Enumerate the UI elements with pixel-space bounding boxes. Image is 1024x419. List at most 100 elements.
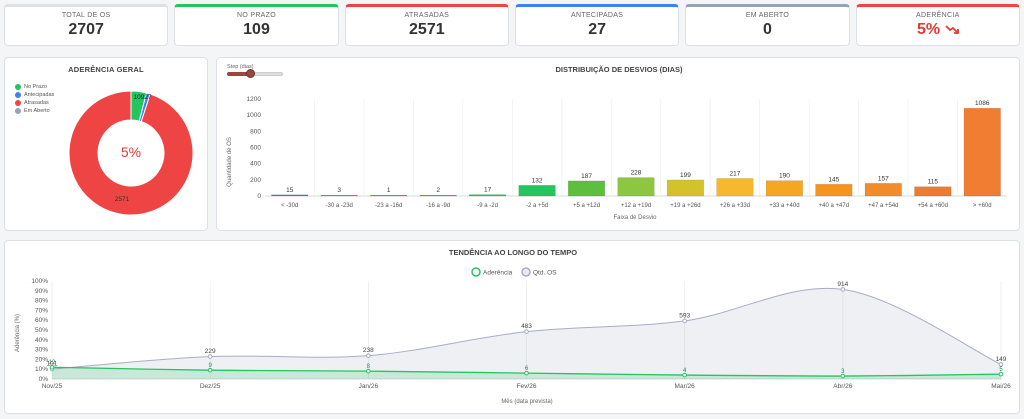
legend-label: No Prazo [24, 84, 47, 90]
aderencia-label: 8 [367, 364, 371, 370]
qtd-os-label: 101 [47, 361, 58, 368]
aderencia-point[interactable] [840, 373, 846, 379]
legend-aderencia[interactable]: Aderência [471, 267, 513, 277]
aderencia-point[interactable] [998, 371, 1004, 377]
line-chart: TENDÊNCIA AO LONGO DO TEMPO Aderência Qt… [15, 248, 1011, 405]
bar-value-label: 157 [878, 175, 889, 182]
aderencia-label: 12 [49, 360, 56, 366]
legend-qtd-os[interactable]: Qtd. OS [521, 267, 557, 277]
bar-chart-title: DISTRIBUIÇÃO DE DESVIOS (DIAS) [555, 65, 683, 74]
bar[interactable] [617, 177, 655, 197]
bar-x-axis-label: Faixa de Desvio [613, 215, 657, 221]
bar[interactable] [567, 180, 606, 197]
bar[interactable] [518, 185, 556, 197]
qtd-os-label: 483 [521, 323, 532, 330]
line-x-tick-label: Nov/25 [42, 383, 63, 390]
bar-category-label: > +60d [973, 203, 992, 209]
kpi-antecipadas: ANTECIPADAS 27 [514, 4, 680, 46]
qtd-os-label: 593 [679, 312, 690, 319]
bar[interactable] [419, 194, 457, 197]
qtd-os-point[interactable] [998, 362, 1004, 367]
bar-category-label: -2 a +5d [526, 203, 548, 209]
bar-category-label: +5 a +12d [573, 203, 600, 209]
line-y-tick-label: 0% [39, 376, 49, 383]
kpi-label: EM ABERTO [745, 12, 790, 19]
kpi-aderencia: ADERÊNCIA 5% [855, 4, 1020, 46]
kpi-value: 2571 [409, 21, 445, 38]
kpi-label: TOTAL DE OS [61, 12, 111, 19]
aderencia-label: 4 [683, 368, 687, 374]
legend-item-antecipadas[interactable]: Antecipadas [15, 92, 54, 98]
bar-value-label: 3 [337, 187, 341, 194]
bar-value-label: 1 [387, 187, 391, 194]
bar-category-label: +26 a +33d [720, 203, 750, 209]
line-y-tick-label: 40% [35, 337, 48, 344]
aderencia-label: 6 [525, 366, 529, 372]
bar[interactable] [864, 183, 902, 197]
legend-dot [15, 84, 21, 90]
legend-dot [15, 108, 21, 114]
step-slider-handle[interactable] [246, 69, 255, 78]
tendencia-panel: TENDÊNCIA AO LONGO DO TEMPO Aderência Qt… [4, 240, 1020, 414]
bar[interactable] [716, 178, 754, 197]
line-y-tick-label: 20% [35, 356, 48, 363]
bar-category-label: < -30d [281, 203, 298, 209]
kpi-label: ATRASADAS [404, 12, 450, 19]
line-x-tick-label: Jan/26 [359, 383, 379, 390]
trend-down-icon [944, 25, 959, 34]
line-y-tick-label: 80% [35, 298, 48, 305]
bar-category-label: -9 a -2d [477, 203, 498, 209]
qtd-os-point[interactable] [682, 318, 687, 324]
qtd-os-point[interactable] [524, 329, 529, 334]
line-y-tick-label: 50% [35, 327, 48, 334]
aderencia-geral-panel: ADERÊNCIA GERAL No Prazo Antecipadas Atr… [4, 57, 208, 231]
bar-y-tick-label: 1200 [247, 96, 262, 103]
donut-center-label: 5% [121, 144, 141, 160]
line-y-tick-label: 70% [35, 307, 48, 314]
kpi-row: TOTAL DE OS 2707 NO PRAZO 109 ATRASADAS … [4, 4, 1020, 46]
line-x-axis-label: Mês (data prevista) [501, 399, 552, 405]
kpi-em-aberto: EM ABERTO 0 [685, 4, 850, 46]
line-y-tick-label: 90% [35, 288, 48, 295]
aderencia-point[interactable] [49, 364, 55, 370]
line-x-tick-label: Abr/26 [833, 383, 853, 390]
donut-chart: 5% 2571 109 27 [68, 90, 194, 216]
legend-item-atrasadas[interactable]: Atrasadas [15, 100, 49, 106]
qtd-os-label: 229 [205, 348, 216, 355]
qtd-os-point[interactable] [840, 287, 846, 292]
bar-value-label: 199 [680, 172, 691, 179]
legend-item-no-prazo[interactable]: No Prazo [15, 84, 47, 90]
bar[interactable] [765, 180, 803, 197]
bar-chart: DISTRIBUIÇÃO DE DESVIOS (DIAS) 0 200 400 60… [227, 65, 1007, 221]
kpi-value: 2707 [68, 21, 104, 38]
bar[interactable] [815, 184, 853, 197]
bar-value-label: 2 [436, 187, 440, 194]
bar[interactable] [469, 194, 507, 197]
bar[interactable] [271, 194, 309, 197]
aderencia-point[interactable] [682, 372, 687, 378]
aderencia-point[interactable] [366, 368, 371, 374]
bar[interactable] [320, 194, 358, 197]
legend-label: Atrasadas [24, 100, 49, 106]
bar[interactable] [963, 107, 1001, 197]
bar[interactable] [914, 186, 952, 197]
legend-dot [15, 100, 21, 106]
bar[interactable] [370, 194, 408, 197]
bar-y-axis-label: Quantidade de OS [227, 137, 233, 187]
legend-item-em-aberto[interactable]: Em Aberto [15, 108, 50, 114]
bar-category-label: +12 a +19d [621, 203, 651, 209]
donut-slice-atrasadas[interactable] [68, 90, 194, 216]
line-y-tick-label: 100% [31, 278, 48, 285]
line-y-axis-label: Aderência (%) [15, 314, 21, 352]
aderencia-point[interactable] [524, 370, 529, 376]
qtd-os-label: 914 [837, 281, 848, 288]
bar-category-label: +47 a +54d [868, 203, 898, 209]
qtd-os-point[interactable] [207, 354, 213, 359]
bar-value-label: 17 [484, 187, 492, 194]
aderencia-point[interactable] [207, 367, 213, 373]
qtd-os-label: 238 [363, 347, 374, 354]
bar-category-label: -16 a -9d [426, 203, 450, 209]
bar[interactable] [666, 179, 705, 197]
qtd-os-point[interactable] [366, 353, 371, 358]
legend-label: Antecipadas [24, 92, 55, 98]
